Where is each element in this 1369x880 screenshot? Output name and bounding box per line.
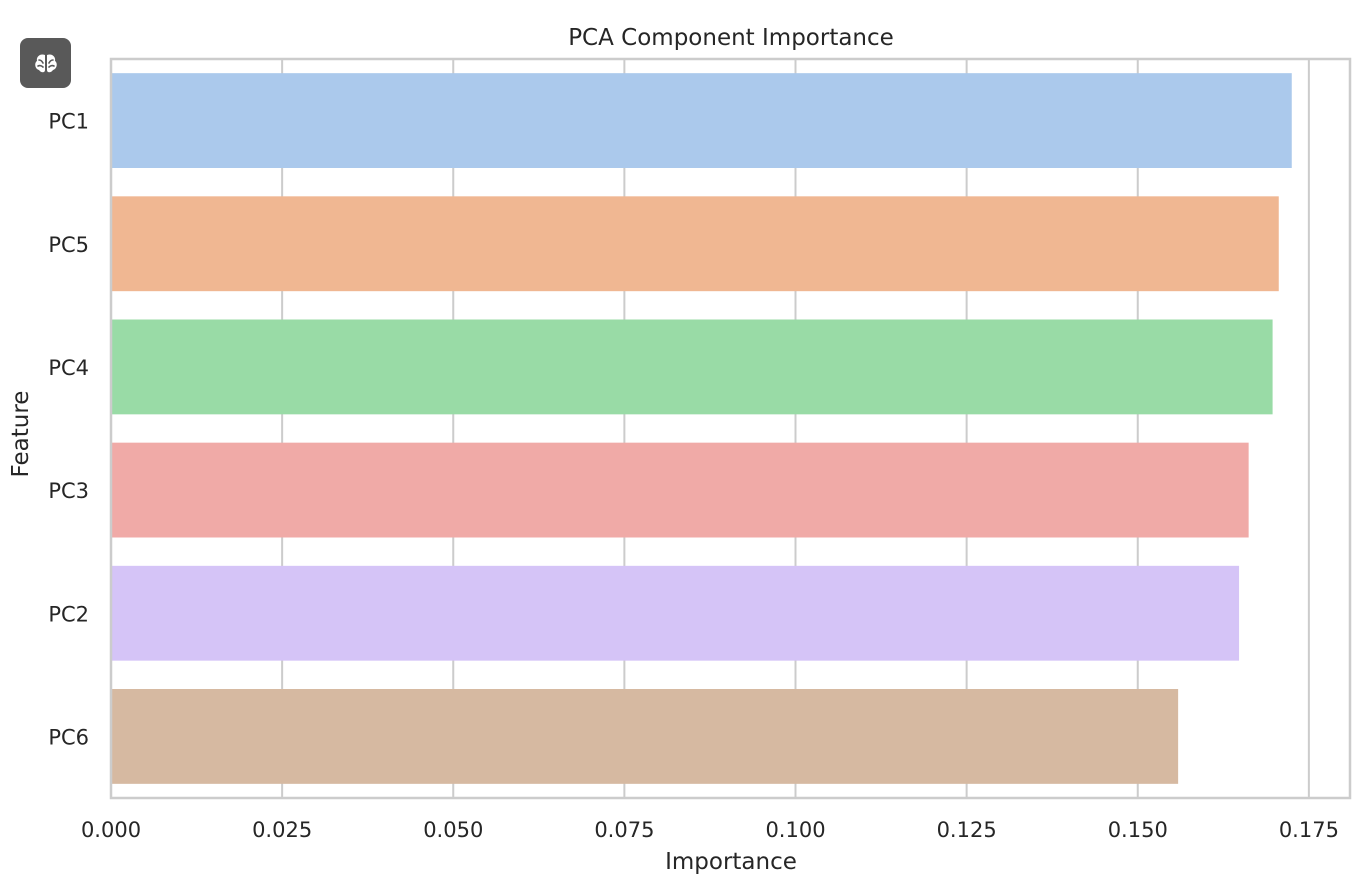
x-tick-label: 0.100 (765, 818, 825, 842)
x-tick-label: 0.150 (1108, 818, 1168, 842)
x-tick-label: 0.050 (423, 818, 483, 842)
grid-lines (281, 59, 1310, 798)
y-tick-label: PC5 (48, 233, 89, 257)
x-axis-label: Importance (665, 849, 797, 875)
x-tick-label: 0.000 (81, 818, 141, 842)
x-tick-label: 0.175 (1279, 818, 1339, 842)
bar-pc5 (111, 196, 1279, 292)
y-tick-label: PC6 (48, 725, 89, 749)
x-tick-label: 0.125 (937, 818, 997, 842)
plot-frame (109, 57, 1352, 800)
bar-pc2 (111, 565, 1240, 661)
bar-pc1 (111, 73, 1292, 169)
tick-labels: 0.000 0.025 0.050 0.075 0.100 0.125 0.150 0.175… (48, 110, 1339, 842)
y-axis-label: Feature (8, 391, 34, 478)
brain-icon (34, 54, 57, 73)
x-tick-label: 0.075 (594, 818, 654, 842)
y-tick-label: PC2 (48, 602, 89, 626)
y-tick-label: PC3 (48, 479, 89, 503)
bar-pc6 (111, 688, 1179, 784)
app-badge-button[interactable] (20, 38, 71, 88)
y-tick-label: PC1 (48, 110, 89, 134)
bar-pc3 (111, 442, 1249, 538)
chart-title: PCA Component Importance (568, 25, 894, 51)
y-tick-label: PC4 (48, 356, 89, 380)
bar-pc4 (111, 319, 1273, 415)
x-tick-label: 0.025 (252, 818, 312, 842)
bars (111, 73, 1292, 784)
